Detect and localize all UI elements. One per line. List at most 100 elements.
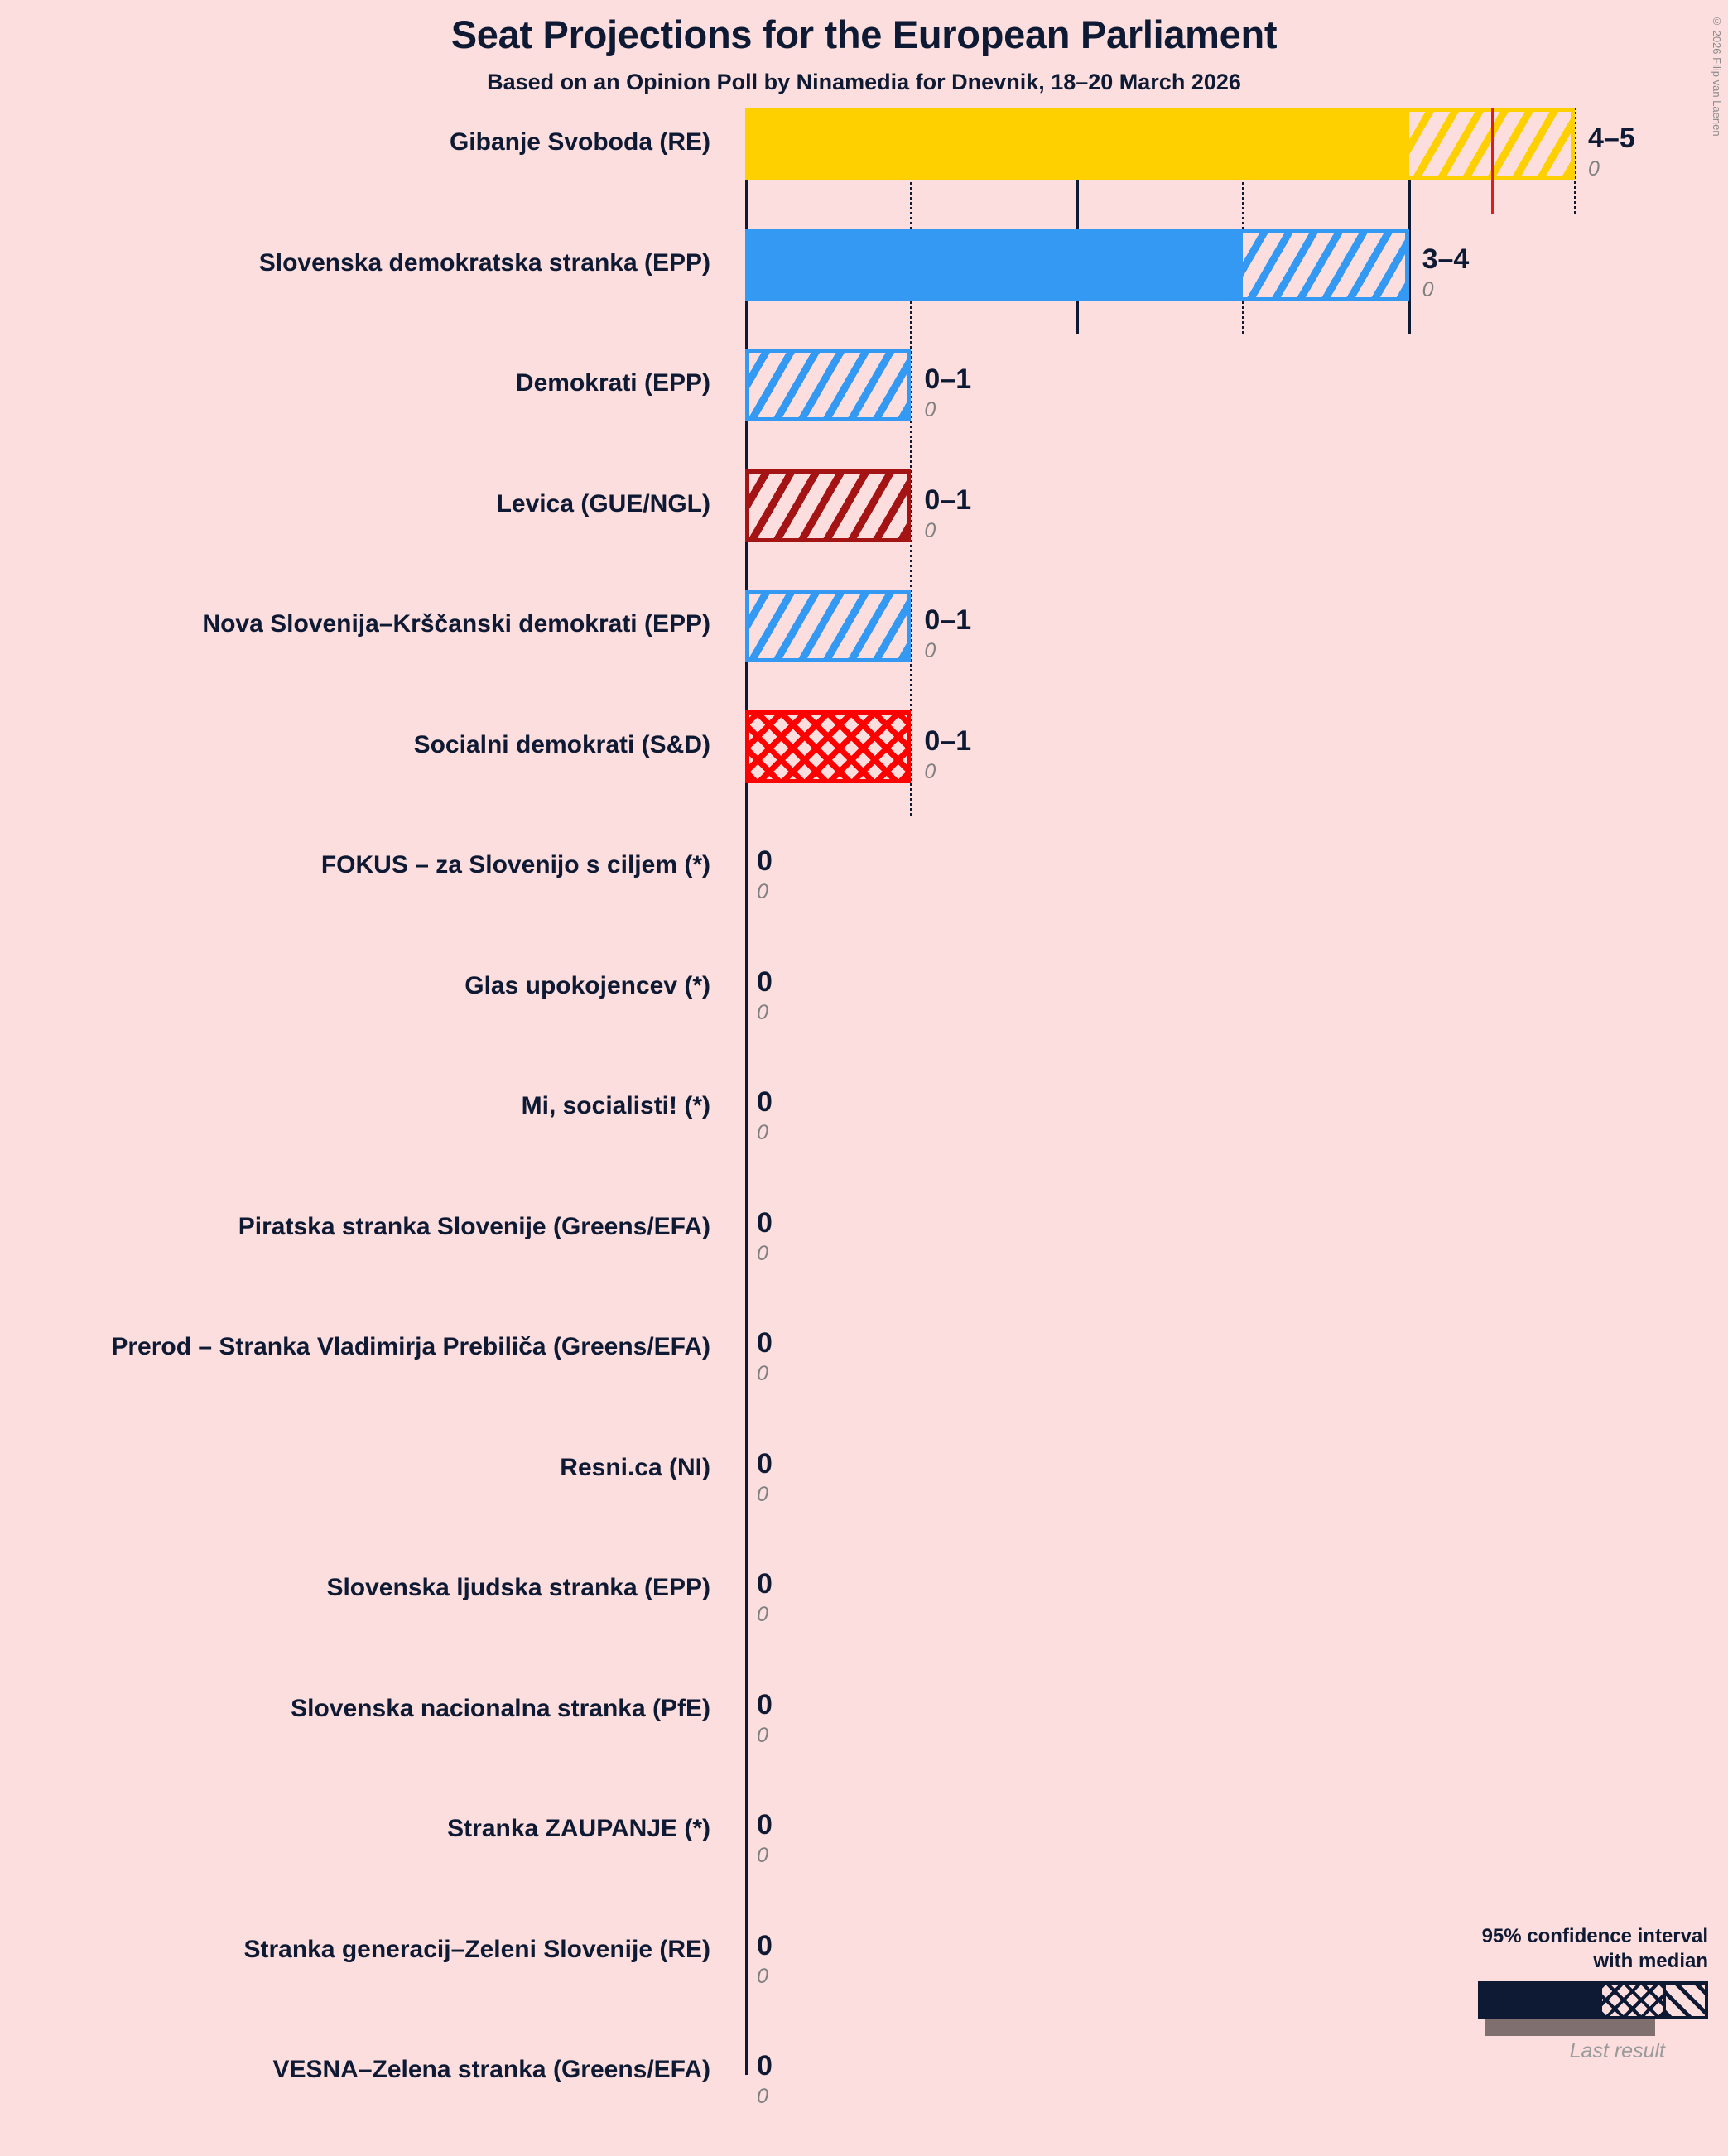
bar-row: Nova Slovenija–Krščanski demokrati (EPP)…	[0, 590, 1728, 710]
seat-range-label: 0	[757, 1929, 773, 1961]
uncertainty-segment	[749, 473, 907, 538]
ci-bar	[745, 710, 912, 783]
bar-row: Piratska stranka Slovenije (Greens/EFA) 0…	[0, 1192, 1728, 1313]
bar-row: Resni.ca (NI) 0 0	[0, 1433, 1728, 1554]
seat-range-label: 0	[757, 845, 773, 877]
bar-row: Stranka ZAUPANJE (*) 0 0	[0, 1794, 1728, 1915]
last-result-label: 0	[924, 398, 936, 421]
last-result-label: 0	[757, 1362, 768, 1385]
gridline-4	[1408, 108, 1411, 334]
seat-range-label: 0	[757, 1688, 773, 1720]
bar-row: Socialni demokrati (S&D) 0–1 0	[0, 710, 1728, 831]
ci-bar	[745, 108, 1575, 180]
ci-bar	[745, 349, 912, 421]
bar-row: Levica (GUE/NGL) 0–1 0	[0, 469, 1728, 590]
seat-range-label: 0–1	[924, 363, 972, 395]
seat-range-label: 0	[757, 1447, 773, 1480]
party-label: Resni.ca (NI)	[560, 1453, 710, 1481]
y-axis-line	[745, 108, 748, 2075]
bar-row: Stranka generacij–Zeleni Slovenije (RE) 0…	[0, 1915, 1728, 2036]
last-result-label: 0	[1422, 277, 1434, 301]
last-result-label: 0	[757, 880, 768, 903]
last-result-marker	[1490, 108, 1494, 214]
legend-line-1: 95% confidence interval	[1481, 1925, 1708, 1948]
plot-area: Gibanje Svoboda (RE) 4–5 0 Slovenska demokr…	[0, 108, 1728, 2108]
uncertainty-segment	[1243, 232, 1405, 297]
ci-bar	[745, 469, 912, 542]
bar-row: Gibanje Svoboda (RE) 4–5 0	[0, 108, 1728, 229]
bar-row: FOKUS – za Slovenijo s ciljem (*) 0 0	[0, 830, 1728, 951]
last-result-label: 0	[924, 639, 936, 662]
gridline-2	[1076, 108, 1079, 334]
party-label: Glas upokojencev (*)	[464, 971, 710, 999]
legend: 95% confidence interval with median Last…	[1427, 1924, 1708, 2063]
last-result-label: 0	[757, 1241, 768, 1265]
party-label: Levica (GUE/NGL)	[496, 489, 710, 517]
last-result-label: 0	[924, 518, 936, 542]
seat-range-label: 4–5	[1588, 123, 1635, 154]
ci-bar	[745, 228, 1409, 301]
last-result-label: 0	[757, 1000, 768, 1024]
legend-last-result-bar	[1485, 2019, 1655, 2036]
uncertainty-segment	[749, 353, 907, 417]
last-result-label: 0	[1588, 157, 1600, 180]
legend-line-2: with median	[1593, 1949, 1708, 1972]
seat-range-label: 0	[757, 1086, 773, 1118]
legend-ci-bar	[1478, 1981, 1708, 2019]
legend-diagonal-segment	[1662, 1985, 1705, 2016]
party-label: Piratska stranka Slovenije (Greens/EFA)	[238, 1212, 710, 1240]
bar-row: Glas upokojencev (*) 0 0	[0, 951, 1728, 1072]
seat-range-label: 3–4	[1422, 243, 1470, 275]
gridline-3	[1242, 108, 1245, 334]
seat-range-label: 0–1	[924, 484, 972, 516]
chart-title: Seat Projections for the European Parlia…	[450, 12, 1278, 56]
bar-row: Prerod – Stranka Vladimirja Prebiliča (G…	[0, 1312, 1728, 1433]
seat-range-label: 0	[757, 965, 773, 998]
party-label: VESNA–Zelena stranka (Greens/EFA)	[272, 2056, 710, 2083]
ci-bar	[745, 590, 912, 662]
party-label: Slovenska demokratska stranka (EPP)	[258, 248, 710, 277]
gridline-5	[1574, 108, 1576, 214]
party-label: FOKUS – za Slovenijo s ciljem (*)	[320, 851, 710, 878]
party-label: Nova Slovenija–Krščanski demokrati (EPP)	[202, 610, 710, 638]
last-result-label: 0	[757, 2085, 768, 2108]
legend-last-result-label: Last result	[1569, 2039, 1665, 2062]
uncertainty-segment	[1408, 112, 1571, 176]
party-label: Gibanje Svoboda (RE)	[449, 128, 710, 156]
seat-range-label: 0	[757, 1206, 773, 1239]
bar-row: Slovenska ljudska stranka (EPP) 0 0	[0, 1553, 1728, 1674]
median-segment	[749, 112, 1409, 176]
bar-row: Mi, socialisti! (*) 0 0	[0, 1071, 1728, 1192]
last-result-label: 0	[757, 1964, 768, 1988]
party-label: Slovenska nacionalna stranka (PfE)	[291, 1694, 710, 1722]
last-result-label: 0	[924, 759, 936, 783]
last-result-label: 0	[757, 1844, 768, 1867]
last-result-label: 0	[757, 1723, 768, 1747]
seat-range-label: 0–1	[924, 724, 972, 757]
uncertainty-segment	[749, 714, 907, 779]
uncertainty-segment	[749, 594, 907, 658]
chart-subtitle: Based on an Opinion Poll by Ninamedia fo…	[487, 70, 1241, 94]
party-label: Slovenska ljudska stranka (EPP)	[326, 1574, 710, 1601]
party-label: Demokrati (EPP)	[515, 369, 710, 397]
copyright-notice: © 2026 Filip van Laenen	[1711, 15, 1723, 137]
party-label: Stranka ZAUPANJE (*)	[447, 1815, 710, 1842]
last-result-label: 0	[757, 1121, 768, 1144]
party-label: Prerod – Stranka Vladimirja Prebiliča (G…	[111, 1333, 710, 1360]
bar-row: Demokrati (EPP) 0–1 0	[0, 349, 1728, 469]
seat-range-label: 0	[757, 1327, 773, 1359]
gridline-1	[910, 108, 913, 816]
party-label: Socialni demokrati (S&D)	[413, 730, 710, 758]
seat-range-label: 0	[757, 1568, 773, 1600]
chart-root: Seat Projections for the European Parlia…	[0, 12, 1728, 2108]
last-result-label: 0	[757, 1603, 768, 1626]
median-segment	[749, 232, 1244, 297]
bar-row: Slovenska demokratska stranka (EPP) 3–4 0	[0, 228, 1728, 349]
seat-range-label: 0	[757, 1809, 773, 1841]
last-result-label: 0	[757, 1482, 768, 1506]
party-label: Stranka generacij–Zeleni Slovenije (RE)	[243, 1935, 710, 1963]
seat-range-label: 0	[757, 2050, 773, 2081]
legend-crosshatch-segment	[1601, 1985, 1663, 2016]
bar-row: Slovenska nacionalna stranka (PfE) 0 0	[0, 1674, 1728, 1795]
party-label: Mi, socialisti! (*)	[521, 1092, 710, 1119]
